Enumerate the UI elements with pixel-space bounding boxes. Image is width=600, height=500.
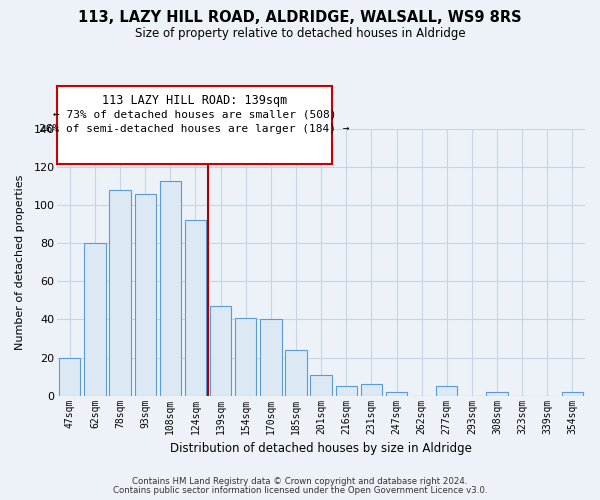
Bar: [210, 306, 231, 396]
Text: 26% of semi-detached houses are larger (184) →: 26% of semi-detached houses are larger (…: [39, 124, 350, 134]
Bar: [487, 392, 508, 396]
Bar: [235, 318, 256, 396]
FancyBboxPatch shape: [57, 86, 332, 164]
Bar: [335, 386, 357, 396]
Text: 113, LAZY HILL ROAD, ALDRIDGE, WALSALL, WS9 8RS: 113, LAZY HILL ROAD, ALDRIDGE, WALSALL, …: [78, 10, 522, 25]
Text: Contains public sector information licensed under the Open Government Licence v3: Contains public sector information licen…: [113, 486, 487, 495]
Bar: [386, 392, 407, 396]
Bar: [436, 386, 457, 396]
Bar: [59, 358, 80, 396]
Bar: [160, 180, 181, 396]
Bar: [185, 220, 206, 396]
Bar: [84, 244, 106, 396]
X-axis label: Distribution of detached houses by size in Aldridge: Distribution of detached houses by size …: [170, 442, 472, 455]
Bar: [260, 320, 281, 396]
Text: Size of property relative to detached houses in Aldridge: Size of property relative to detached ho…: [134, 28, 466, 40]
Bar: [286, 350, 307, 396]
Y-axis label: Number of detached properties: Number of detached properties: [15, 174, 25, 350]
Bar: [562, 392, 583, 396]
Text: 113 LAZY HILL ROAD: 139sqm: 113 LAZY HILL ROAD: 139sqm: [102, 94, 287, 108]
Text: Contains HM Land Registry data © Crown copyright and database right 2024.: Contains HM Land Registry data © Crown c…: [132, 477, 468, 486]
Bar: [134, 194, 156, 396]
Bar: [109, 190, 131, 396]
Bar: [361, 384, 382, 396]
Text: ← 73% of detached houses are smaller (508): ← 73% of detached houses are smaller (50…: [53, 109, 336, 119]
Bar: [310, 374, 332, 396]
